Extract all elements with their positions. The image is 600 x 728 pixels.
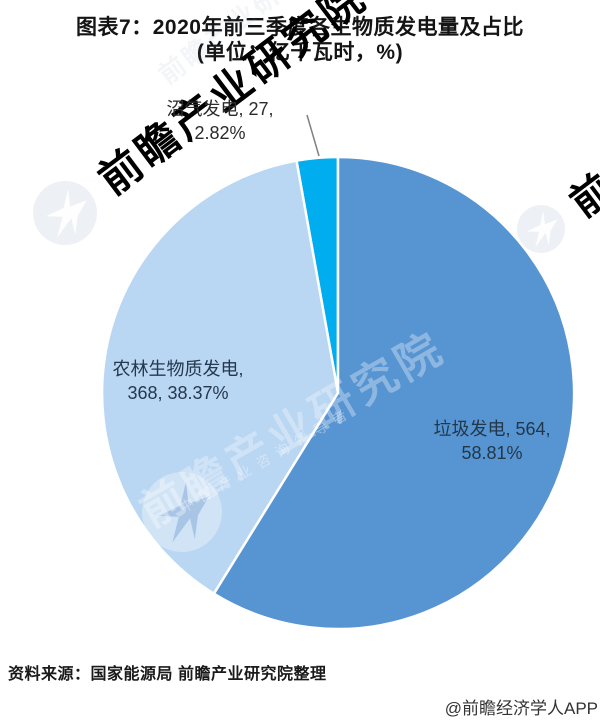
pie-label-waste-power-line1: 垃圾发电, 564, — [433, 419, 551, 439]
pie-label-waste-power-line2: 58.81% — [461, 443, 523, 463]
pie-slice-agroforestry-biomass — [100, 159, 340, 595]
pie-label-biogas-line1: 沼气发电, 27, — [166, 99, 274, 119]
pie-label-biogas: 沼气发电, 27, 2.82% — [130, 97, 310, 145]
pie-label-agroforestry-line1: 农林生物质发电, — [112, 359, 244, 379]
source-note: 资料来源：国家能源局 前瞻产业研究院整理 — [8, 666, 327, 683]
pie-label-agroforestry-line2: 368, 38.37% — [127, 383, 229, 403]
chart-title: 图表7：2020年前三季度各生物质发电量及占比 (单位：亿千瓦时，%) — [0, 15, 600, 65]
pie-label-agroforestry: 农林生物质发电, 368, 38.37% — [78, 357, 278, 405]
label-leader-line — [306, 114, 320, 157]
pie-label-biogas-line2: 2.82% — [194, 123, 246, 143]
chart-title-line1: 图表7：2020年前三季度各生物质发电量及占比 — [76, 16, 524, 39]
app-credit: @前瞻经济学人APP — [444, 699, 598, 718]
pie-slice-waste-power — [212, 155, 576, 631]
chart-title-line2: (单位：亿千瓦时，%) — [196, 41, 404, 64]
pie-label-waste-power: 垃圾发电, 564, 58.81% — [402, 417, 582, 465]
